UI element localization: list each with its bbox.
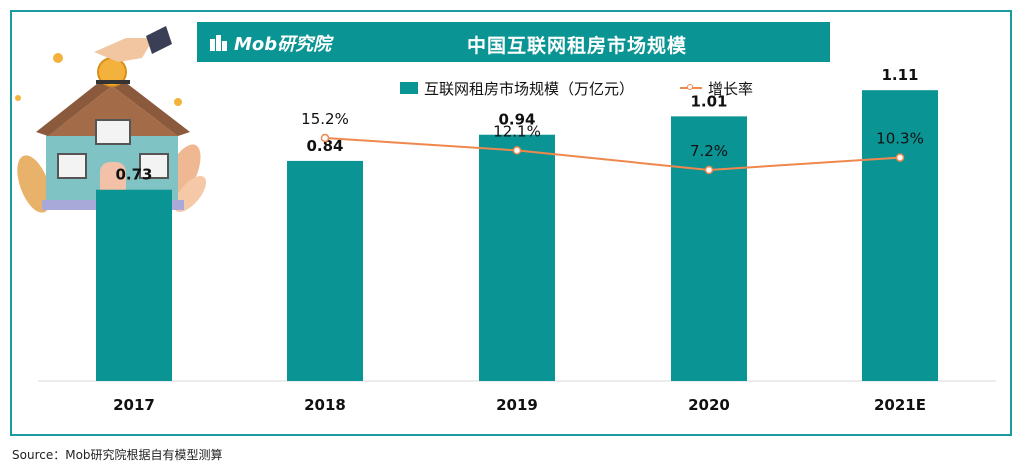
- hand-icon: [94, 38, 154, 62]
- growth-rate-line: [324, 137, 901, 172]
- growth-label-2020: 7.2%: [690, 142, 728, 160]
- bar-2019: [479, 134, 555, 381]
- logo: Mob研究院: [209, 30, 331, 56]
- coin-small-3: [15, 95, 21, 101]
- coin-slot: [96, 80, 130, 84]
- x-tick-2020: 2020: [688, 396, 730, 414]
- legend-line-swatch: [680, 84, 703, 90]
- house-roof-front: [48, 86, 178, 136]
- x-tick-2018: 2018: [304, 396, 346, 414]
- growth-point-2019: [512, 146, 522, 155]
- bar-2017: [96, 189, 172, 381]
- leaf-left: [17, 155, 51, 213]
- legend-line-label: 增长率: [708, 79, 754, 98]
- x-tick-2019: 2019: [496, 396, 538, 414]
- window-left: [57, 153, 87, 179]
- legend: 互联网租房市场规模（万亿元） 增长率: [400, 78, 753, 98]
- logo-icon: [209, 33, 229, 53]
- x-tick-2021E: 2021E: [874, 396, 926, 414]
- window-right: [139, 153, 169, 179]
- window-top: [95, 119, 131, 145]
- bar-label-2021E: 1.11: [881, 66, 918, 84]
- source-note: Source：Mob研究院根据自有模型测算: [12, 448, 223, 462]
- bar-label-2018: 0.84: [306, 137, 343, 155]
- title-bar: Mob研究院 中国互联网租房市场规模: [197, 22, 830, 62]
- legend-bar-label: 互联网租房市场规模（万亿元）: [424, 79, 635, 98]
- coin-small-1: [53, 53, 63, 63]
- logo-text: Mob研究院: [234, 34, 332, 55]
- bar-2020: [671, 116, 747, 381]
- coin-small-2: [174, 98, 182, 106]
- growth-point-2021E: [895, 153, 905, 162]
- growth-label-2019: 12.1%: [493, 122, 541, 140]
- bar-2018: [287, 160, 363, 381]
- chart-title: 中国互联网租房市场规模: [467, 35, 688, 57]
- growth-label-2021E: 10.3%: [876, 130, 924, 148]
- bar-2021E: [862, 90, 938, 382]
- sleeve-icon: [146, 26, 172, 54]
- x-tick-2017: 2017: [113, 396, 155, 414]
- growth-point-2020: [704, 165, 714, 175]
- bar-label-2020: 1.01: [690, 92, 727, 110]
- legend-bar-swatch: [400, 82, 418, 94]
- growth-point-2018: [320, 133, 330, 143]
- bar-label-2019: 0.94: [498, 111, 535, 129]
- growth-label-2018: 15.2%: [301, 110, 349, 128]
- bar-label-2017: 0.73: [115, 166, 152, 184]
